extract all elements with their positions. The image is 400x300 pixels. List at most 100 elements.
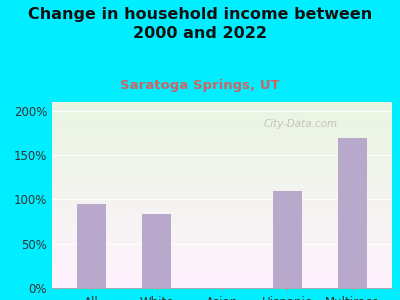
Bar	[52, 275, 392, 277]
Bar	[52, 260, 392, 262]
Bar	[52, 169, 392, 171]
Bar	[52, 139, 392, 141]
Bar	[52, 271, 392, 273]
Bar	[52, 113, 392, 115]
Bar	[52, 175, 392, 176]
Bar	[52, 210, 392, 212]
Bar	[52, 234, 392, 236]
Bar	[52, 208, 392, 210]
Bar	[52, 128, 392, 130]
Bar	[52, 264, 392, 266]
Bar	[52, 229, 392, 230]
Bar	[52, 126, 392, 128]
Bar	[52, 254, 392, 256]
Bar	[52, 193, 392, 195]
Bar	[52, 199, 392, 201]
Bar	[52, 152, 392, 154]
Bar	[52, 245, 392, 247]
Bar	[52, 141, 392, 143]
Text: Saratoga Springs, UT: Saratoga Springs, UT	[120, 80, 280, 92]
Bar	[52, 232, 392, 234]
Bar	[52, 262, 392, 264]
Bar	[52, 119, 392, 121]
Bar	[52, 214, 392, 215]
Bar	[52, 132, 392, 134]
Bar	[52, 130, 392, 132]
Bar	[52, 215, 392, 217]
Bar	[52, 171, 392, 173]
Bar	[52, 137, 392, 139]
Bar	[52, 167, 392, 169]
Bar	[52, 178, 392, 180]
Bar	[52, 212, 392, 214]
Text: City-Data.com: City-Data.com	[263, 119, 337, 129]
Bar	[52, 195, 392, 197]
Bar	[52, 280, 392, 282]
Bar	[52, 247, 392, 249]
Bar	[52, 189, 392, 191]
Bar	[52, 117, 392, 119]
Bar	[52, 122, 392, 124]
Bar	[52, 173, 392, 175]
Bar	[52, 279, 392, 280]
Bar	[52, 145, 392, 147]
Bar	[52, 124, 392, 126]
Bar	[52, 102, 392, 104]
Bar	[52, 115, 392, 117]
Bar	[52, 221, 392, 223]
Bar	[52, 121, 392, 122]
Bar	[52, 249, 392, 251]
Bar	[52, 184, 392, 186]
Bar	[52, 243, 392, 245]
Text: Change in household income between
2000 and 2022: Change in household income between 2000 …	[28, 8, 372, 41]
Bar	[52, 150, 392, 152]
Bar	[52, 191, 392, 193]
Bar	[52, 182, 392, 184]
Bar	[52, 154, 392, 156]
Bar	[52, 242, 392, 243]
Bar	[52, 202, 392, 204]
Bar	[52, 225, 392, 226]
Bar	[52, 164, 392, 165]
Bar	[52, 180, 392, 182]
Bar	[338, 138, 368, 288]
Bar	[52, 226, 392, 229]
Bar	[52, 282, 392, 284]
Bar	[52, 186, 392, 188]
Bar	[76, 204, 106, 288]
Bar	[52, 258, 392, 260]
Bar	[52, 156, 392, 158]
Bar	[52, 148, 392, 150]
Bar	[52, 238, 392, 240]
Bar	[52, 253, 392, 254]
Bar	[52, 240, 392, 242]
Bar	[52, 158, 392, 160]
Bar	[52, 106, 392, 108]
Bar	[52, 217, 392, 219]
Bar	[52, 188, 392, 189]
Bar	[273, 191, 302, 288]
Bar	[52, 230, 392, 232]
Bar	[52, 251, 392, 253]
Bar	[52, 266, 392, 268]
Bar	[52, 201, 392, 203]
Bar	[52, 134, 392, 136]
Bar	[52, 223, 392, 225]
Bar	[52, 110, 392, 111]
Bar	[52, 204, 392, 206]
Bar	[52, 269, 392, 271]
Bar	[52, 236, 392, 238]
Bar	[52, 273, 392, 275]
Bar	[52, 256, 392, 258]
Bar	[52, 104, 392, 106]
Bar	[52, 284, 392, 286]
Bar	[52, 161, 392, 164]
Bar	[52, 147, 392, 148]
Bar	[142, 214, 171, 288]
Bar	[52, 277, 392, 279]
Bar	[52, 268, 392, 269]
Bar	[52, 206, 392, 208]
Bar	[52, 143, 392, 145]
Bar	[52, 136, 392, 137]
Bar	[52, 111, 392, 113]
